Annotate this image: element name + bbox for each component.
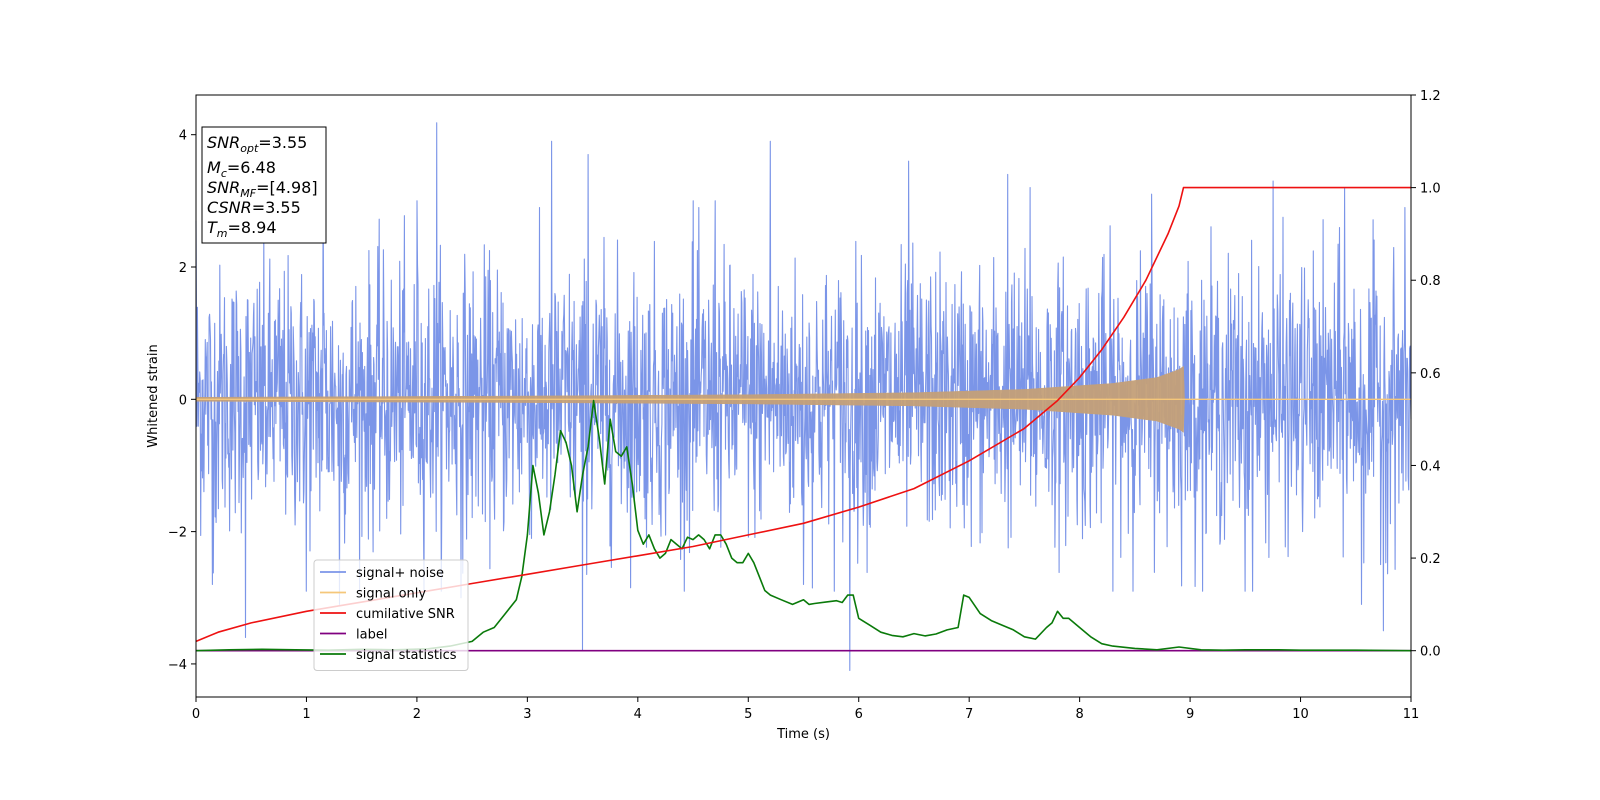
legend-box — [313, 559, 469, 671]
info-row-mc: Mc=6.48 — [207, 158, 276, 180]
info-row-snropt: SNRopt=3.55 — [207, 133, 307, 155]
x-tick-label: 3 — [523, 707, 531, 722]
x-tick-label: 10 — [1292, 707, 1309, 722]
signal-plus-noise-series — [195, 122, 1412, 672]
y-right-tick-label: 0.2 — [1420, 552, 1441, 567]
x-tick-label: 0 — [192, 707, 200, 722]
info-row-csnr: CSNR=3.55 — [207, 198, 301, 217]
y-left-tick-label: −2 — [168, 526, 187, 541]
legend: signal+ noise signal only cumilative SNR la… — [313, 559, 469, 671]
x-tick-label: 1 — [302, 707, 310, 722]
x-tick-label: 6 — [855, 707, 863, 722]
y-right-tick-label: 0.8 — [1420, 274, 1441, 289]
y-right-tick-label: 0.6 — [1420, 367, 1441, 382]
x-tick-label: 2 — [413, 707, 421, 722]
legend-label-cumilative-snr: cumilative SNR — [356, 607, 455, 622]
y-axis-label: Whitened strain — [146, 344, 161, 447]
legend-label-signal-only: signal only — [356, 587, 426, 602]
x-tick-label: 8 — [1075, 707, 1083, 722]
info-box-frame — [201, 126, 327, 244]
y-left-tick-label: −4 — [168, 658, 187, 673]
x-tick-label: 11 — [1403, 707, 1420, 722]
info-row-snrmf: SNRMF=[4.98] — [207, 178, 318, 200]
x-axis-label: Time (s) — [776, 727, 830, 742]
legend-label-label: label — [356, 628, 387, 643]
y-left-tick-label: 4 — [179, 129, 187, 144]
legend-label-signal-statistics: signal statistics — [356, 648, 457, 663]
y-left-tick-label: 0 — [179, 393, 187, 408]
signal-statistics-line — [195, 399, 1412, 652]
x-tick-label: 7 — [965, 707, 973, 722]
signal-only-series — [195, 365, 1411, 433]
y-left-tick-label: 2 — [179, 261, 187, 276]
x-tick-label: 9 — [1186, 707, 1194, 722]
axes-frame — [195, 94, 1412, 698]
tick-layer: 0 1 2 3 4 5 6 7 8 9 10 11 −4 −2 0 2 4 0.0 0.2 0.4 0.6 0.8 1.0 1… — [168, 89, 1441, 722]
y-right-tick-label: 1.2 — [1420, 89, 1441, 104]
signal-plus-noise-line — [195, 122, 1412, 672]
y-right-tick-label: 0.4 — [1420, 459, 1441, 474]
x-tick-label: 5 — [744, 707, 752, 722]
y-right-tick-label: 1.0 — [1420, 182, 1441, 197]
info-box: SNRopt=3.55 Mc=6.48SNRMF=[4.98]CSNR=3.55T… — [201, 126, 327, 244]
legend-label-signal-noise: signal+ noise — [356, 566, 444, 581]
y-right-tick-label: 0.0 — [1420, 645, 1441, 660]
x-tick-label: 4 — [634, 707, 642, 722]
info-row-tm: Tm=8.94 — [207, 218, 277, 240]
